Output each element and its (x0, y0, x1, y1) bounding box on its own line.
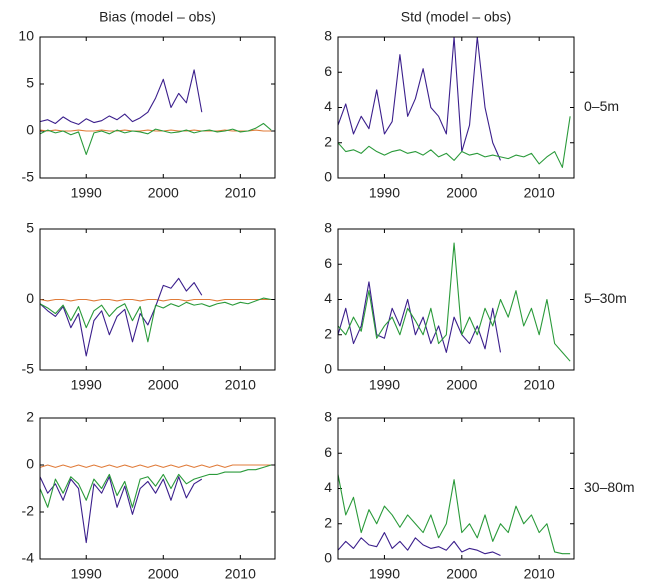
axes-frame (39, 228, 276, 371)
data-line (39, 69, 203, 125)
x-tick-label: 2010 (225, 185, 256, 201)
axes-frame (39, 36, 276, 179)
data-line (39, 476, 203, 544)
x-tick-label: 2010 (225, 566, 256, 582)
data-line (39, 464, 272, 468)
y-tick-label: 8 (324, 28, 332, 44)
x-tick-label: 2000 (148, 377, 179, 393)
y-tick-label: 8 (324, 409, 332, 425)
data-line (39, 298, 272, 302)
y-tick-label: 6 (324, 255, 332, 271)
panel-title: Bias (model – obs) (99, 9, 216, 25)
y-tick-label: 5 (26, 220, 34, 236)
y-tick-label: -4 (22, 550, 35, 566)
data-line (337, 116, 571, 168)
x-tick-label: 1990 (71, 377, 102, 393)
y-tick-label: 6 (324, 63, 332, 79)
x-tick-label: 2010 (524, 185, 555, 201)
x-tick-label: 2010 (225, 377, 256, 393)
y-tick-label: 10 (18, 28, 34, 44)
y-tick-label: 8 (324, 220, 332, 236)
data-line (337, 242, 571, 362)
axes-frame (39, 417, 276, 560)
y-tick-label: -5 (22, 169, 35, 185)
data-line (337, 474, 571, 555)
y-tick-label: -5 (22, 361, 35, 377)
axes-frame (337, 228, 575, 371)
y-tick-label: 0 (324, 361, 332, 377)
y-tick-label: 2 (324, 325, 332, 341)
data-line (39, 464, 272, 508)
axes-frame (337, 417, 575, 560)
y-tick-label: 0 (26, 290, 34, 306)
data-line (39, 297, 272, 343)
x-tick-label: 1990 (369, 377, 400, 393)
y-tick-label: 0 (324, 169, 332, 185)
row-label: 30–80m (584, 479, 635, 495)
y-tick-label: 5 (26, 75, 34, 91)
y-tick-label: 2 (26, 409, 34, 425)
x-tick-label: 2000 (446, 185, 477, 201)
data-line (39, 277, 203, 357)
panel-title: Std (model – obs) (401, 9, 512, 25)
y-tick-label: 2 (324, 133, 332, 149)
x-tick-label: 1990 (71, 566, 102, 582)
y-tick-label: 4 (324, 479, 332, 495)
x-tick-label: 2010 (524, 566, 555, 582)
y-tick-label: 2 (324, 514, 332, 530)
x-tick-label: 2000 (148, 185, 179, 201)
axes-frame (337, 36, 575, 179)
x-tick-label: 1990 (71, 185, 102, 201)
x-tick-label: 2000 (446, 377, 477, 393)
x-tick-label: 2010 (524, 377, 555, 393)
y-tick-label: 4 (324, 290, 332, 306)
y-tick-label: 4 (324, 98, 332, 114)
data-line (337, 532, 501, 556)
row-label: 0–5m (584, 98, 619, 114)
x-tick-label: 2000 (148, 566, 179, 582)
data-line (39, 122, 272, 156)
row-label: 5–30m (584, 290, 627, 306)
y-tick-label: 0 (26, 122, 34, 138)
data-line (337, 36, 501, 161)
data-line (337, 281, 502, 353)
x-tick-label: 1990 (369, 185, 400, 201)
data-line (39, 129, 272, 132)
y-tick-label: 0 (324, 550, 332, 566)
y-tick-label: -2 (22, 503, 35, 519)
y-tick-label: 6 (324, 444, 332, 460)
y-tick-label: 0 (26, 456, 34, 472)
x-tick-label: 1990 (369, 566, 400, 582)
x-tick-label: 2000 (446, 566, 477, 582)
